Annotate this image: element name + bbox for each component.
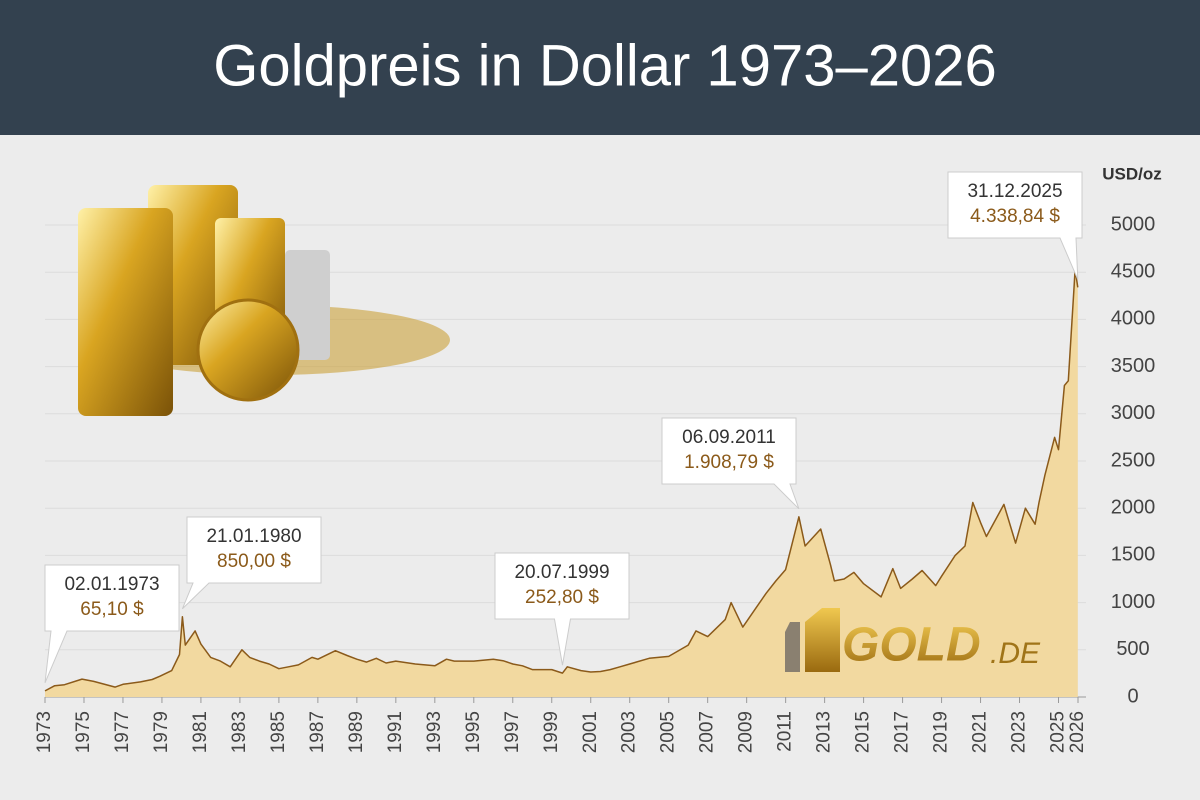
x-tick-label: 2019 xyxy=(931,711,952,753)
x-tick-label: 2017 xyxy=(892,711,913,753)
plot: 0 500 1000 1500 2000 2500 3000 3500 4000 4500 5000… xyxy=(34,213,1155,753)
x-tick-label: 1991 xyxy=(385,711,406,753)
x-tick-label: 1989 xyxy=(346,711,367,753)
callout-value: 4.338,84 $ xyxy=(970,206,1060,227)
y-tick-label: 1500 xyxy=(1111,544,1156,566)
x-tick-label: 2026 xyxy=(1067,711,1088,753)
y-tick-label: 4500 xyxy=(1111,260,1156,282)
logo: GOLD .DE xyxy=(785,608,1041,672)
callout: 31.12.2025 4.338,84 $ xyxy=(947,171,1083,280)
x-tick-label: 1973 xyxy=(34,711,55,753)
callout: 21.01.1980 850,00 $ xyxy=(181,516,322,610)
x-tick-label: 1979 xyxy=(151,711,172,753)
y-axis-label: USD/oz xyxy=(1102,164,1162,183)
callout-value: 850,00 $ xyxy=(217,551,291,572)
x-tick-label: 2025 xyxy=(1048,711,1069,753)
x-tick-label: 2021 xyxy=(970,711,991,753)
y-tick-label: 3000 xyxy=(1111,402,1156,424)
y-tick-label: 2000 xyxy=(1111,496,1156,518)
x-tick-label: 1975 xyxy=(73,711,94,753)
area xyxy=(45,269,1078,697)
x-tick-label: 1997 xyxy=(502,711,523,753)
x-tick-label: 2001 xyxy=(580,711,601,753)
x-tick-label: 2015 xyxy=(853,711,874,753)
gold-illustration xyxy=(78,185,450,416)
callout-date: 06.09.2011 xyxy=(682,427,776,448)
logo-suffix: .DE xyxy=(990,637,1041,670)
x-tick-label: 2013 xyxy=(814,711,835,753)
y-tick-label: 1000 xyxy=(1111,591,1156,613)
x-tick-label: 2003 xyxy=(619,711,640,753)
x-tick-label: 1999 xyxy=(541,711,562,753)
x-tick-label: 1981 xyxy=(190,711,211,753)
x-tick-label: 1977 xyxy=(112,711,133,753)
callout: 02.01.1973 65,10 $ xyxy=(44,564,180,684)
header xyxy=(0,0,1200,135)
callout-box xyxy=(661,417,800,510)
callout-box xyxy=(947,171,1083,280)
x-tick-label: 2009 xyxy=(736,711,757,753)
y-tick-label: 0 xyxy=(1127,685,1138,707)
callout-value: 1.908,79 $ xyxy=(684,452,774,473)
callout-value: 65,10 $ xyxy=(80,599,144,620)
callout: 06.09.2011 1.908,79 $ xyxy=(661,417,800,510)
y-tick-label: 4000 xyxy=(1111,308,1156,330)
callout-date: 21.01.1980 xyxy=(206,526,301,547)
x-tick-label: 1987 xyxy=(307,711,328,753)
y-tick-label: 5000 xyxy=(1111,213,1156,235)
callout-date: 02.01.1973 xyxy=(64,574,159,595)
line xyxy=(44,268,1079,692)
logo-text: GOLD xyxy=(842,619,981,672)
x-tick-label: 2011 xyxy=(775,711,796,752)
callout-box xyxy=(44,564,180,684)
callout: 20.07.1999 252,80 $ xyxy=(494,552,630,666)
callout-value: 252,80 $ xyxy=(525,587,599,608)
x-tick-label: 1983 xyxy=(229,711,250,753)
x-tick-label: 2023 xyxy=(1009,711,1030,753)
x-tick-label: 2007 xyxy=(697,711,718,753)
y-tick-label: 500 xyxy=(1116,638,1149,660)
callout-date: 20.07.1999 xyxy=(514,562,609,583)
callout-box xyxy=(181,516,322,610)
x-tick-label: 1995 xyxy=(463,711,484,753)
y-tick-label: 3500 xyxy=(1111,355,1156,377)
x-tick-label: 1985 xyxy=(268,711,289,753)
y-tick-label: 2500 xyxy=(1111,449,1156,471)
callout-box xyxy=(494,552,630,666)
x-tick-label: 1993 xyxy=(424,711,445,753)
chart-title: Goldpreis in Dollar 1973–2026 xyxy=(213,33,997,98)
x-tick-label: 2005 xyxy=(658,711,679,753)
callout-date: 31.12.2025 xyxy=(967,181,1062,202)
